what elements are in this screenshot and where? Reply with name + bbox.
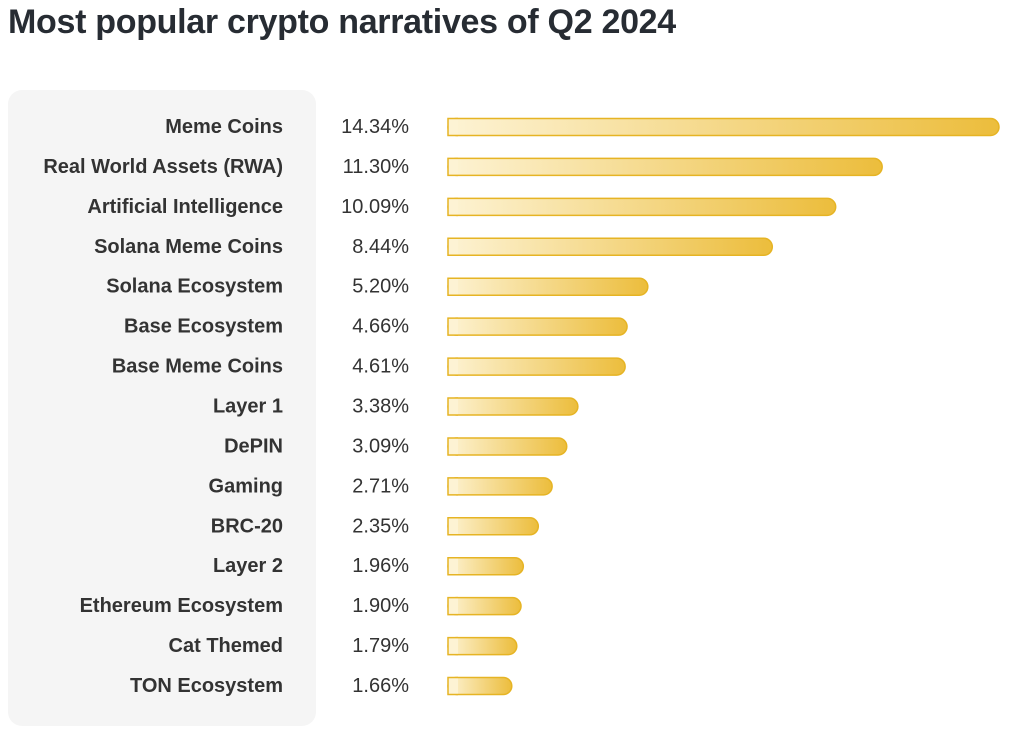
bar-left-edge (447, 517, 458, 536)
value-label: 1.79% (352, 635, 409, 657)
bar (447, 277, 649, 296)
bar-left-edge (447, 477, 458, 496)
bar (447, 636, 518, 656)
category-label: Gaming (209, 475, 283, 497)
bar (447, 357, 626, 376)
category-label: BRC-20 (211, 515, 283, 537)
bar-left-edge (447, 357, 458, 376)
category-label: DePIN (224, 435, 283, 457)
bar-left-edge (447, 397, 458, 416)
bar-left-edge (447, 117, 458, 137)
value-label: 1.66% (352, 675, 409, 697)
category-label: Cat Themed (169, 635, 283, 657)
bar-left-edge (447, 556, 458, 576)
category-label: Solana Meme Coins (94, 236, 283, 258)
category-label: Solana Ecosystem (106, 276, 283, 298)
bar-left-edge (447, 277, 458, 296)
bars-group: Meme Coins 14.34% Real World Assets (RWA) 1… (43, 116, 1000, 697)
bar (447, 317, 628, 336)
category-label: Layer 1 (213, 396, 283, 418)
category-label: Base Meme Coins (112, 356, 283, 378)
bar-left-edge (447, 676, 458, 696)
bar (447, 556, 525, 576)
category-label: Base Ecosystem (124, 316, 283, 338)
bar (447, 237, 774, 257)
bar (447, 117, 1000, 137)
bar (447, 157, 883, 177)
category-label: Real World Assets (RWA) (43, 156, 283, 178)
value-label: 1.96% (352, 555, 409, 577)
bar-left-edge (447, 437, 458, 456)
bar (447, 437, 568, 456)
value-label: 5.20% (352, 276, 409, 298)
bar (447, 517, 540, 536)
chart-title: Most popular crypto narratives of Q2 202… (8, 3, 676, 41)
value-label: 10.09% (341, 196, 409, 218)
bar (447, 596, 522, 616)
bar-left-edge (447, 596, 458, 616)
value-label: 8.44% (352, 236, 409, 258)
bar (447, 397, 579, 416)
value-label: 3.38% (352, 396, 409, 418)
value-label: 14.34% (341, 116, 409, 138)
value-label: 3.09% (352, 435, 409, 457)
value-label: 1.90% (352, 595, 409, 617)
category-label-panel (8, 90, 316, 726)
bar (447, 477, 553, 496)
bar-left-edge (447, 237, 458, 257)
bar (447, 197, 837, 217)
bar-left-edge (447, 157, 458, 177)
value-label: 4.61% (352, 356, 409, 378)
value-label: 2.71% (352, 475, 409, 497)
value-label: 11.30% (343, 156, 410, 178)
bar-left-edge (447, 197, 458, 217)
bar-left-edge (447, 636, 458, 656)
category-label: Meme Coins (165, 116, 283, 138)
category-label: Ethereum Ecosystem (80, 595, 283, 617)
category-label: TON Ecosystem (130, 675, 283, 697)
category-label: Layer 2 (213, 555, 283, 577)
bar-left-edge (447, 317, 458, 336)
value-label: 2.35% (352, 515, 409, 537)
category-label: Artificial Intelligence (87, 196, 283, 218)
value-label: 4.66% (352, 316, 409, 338)
